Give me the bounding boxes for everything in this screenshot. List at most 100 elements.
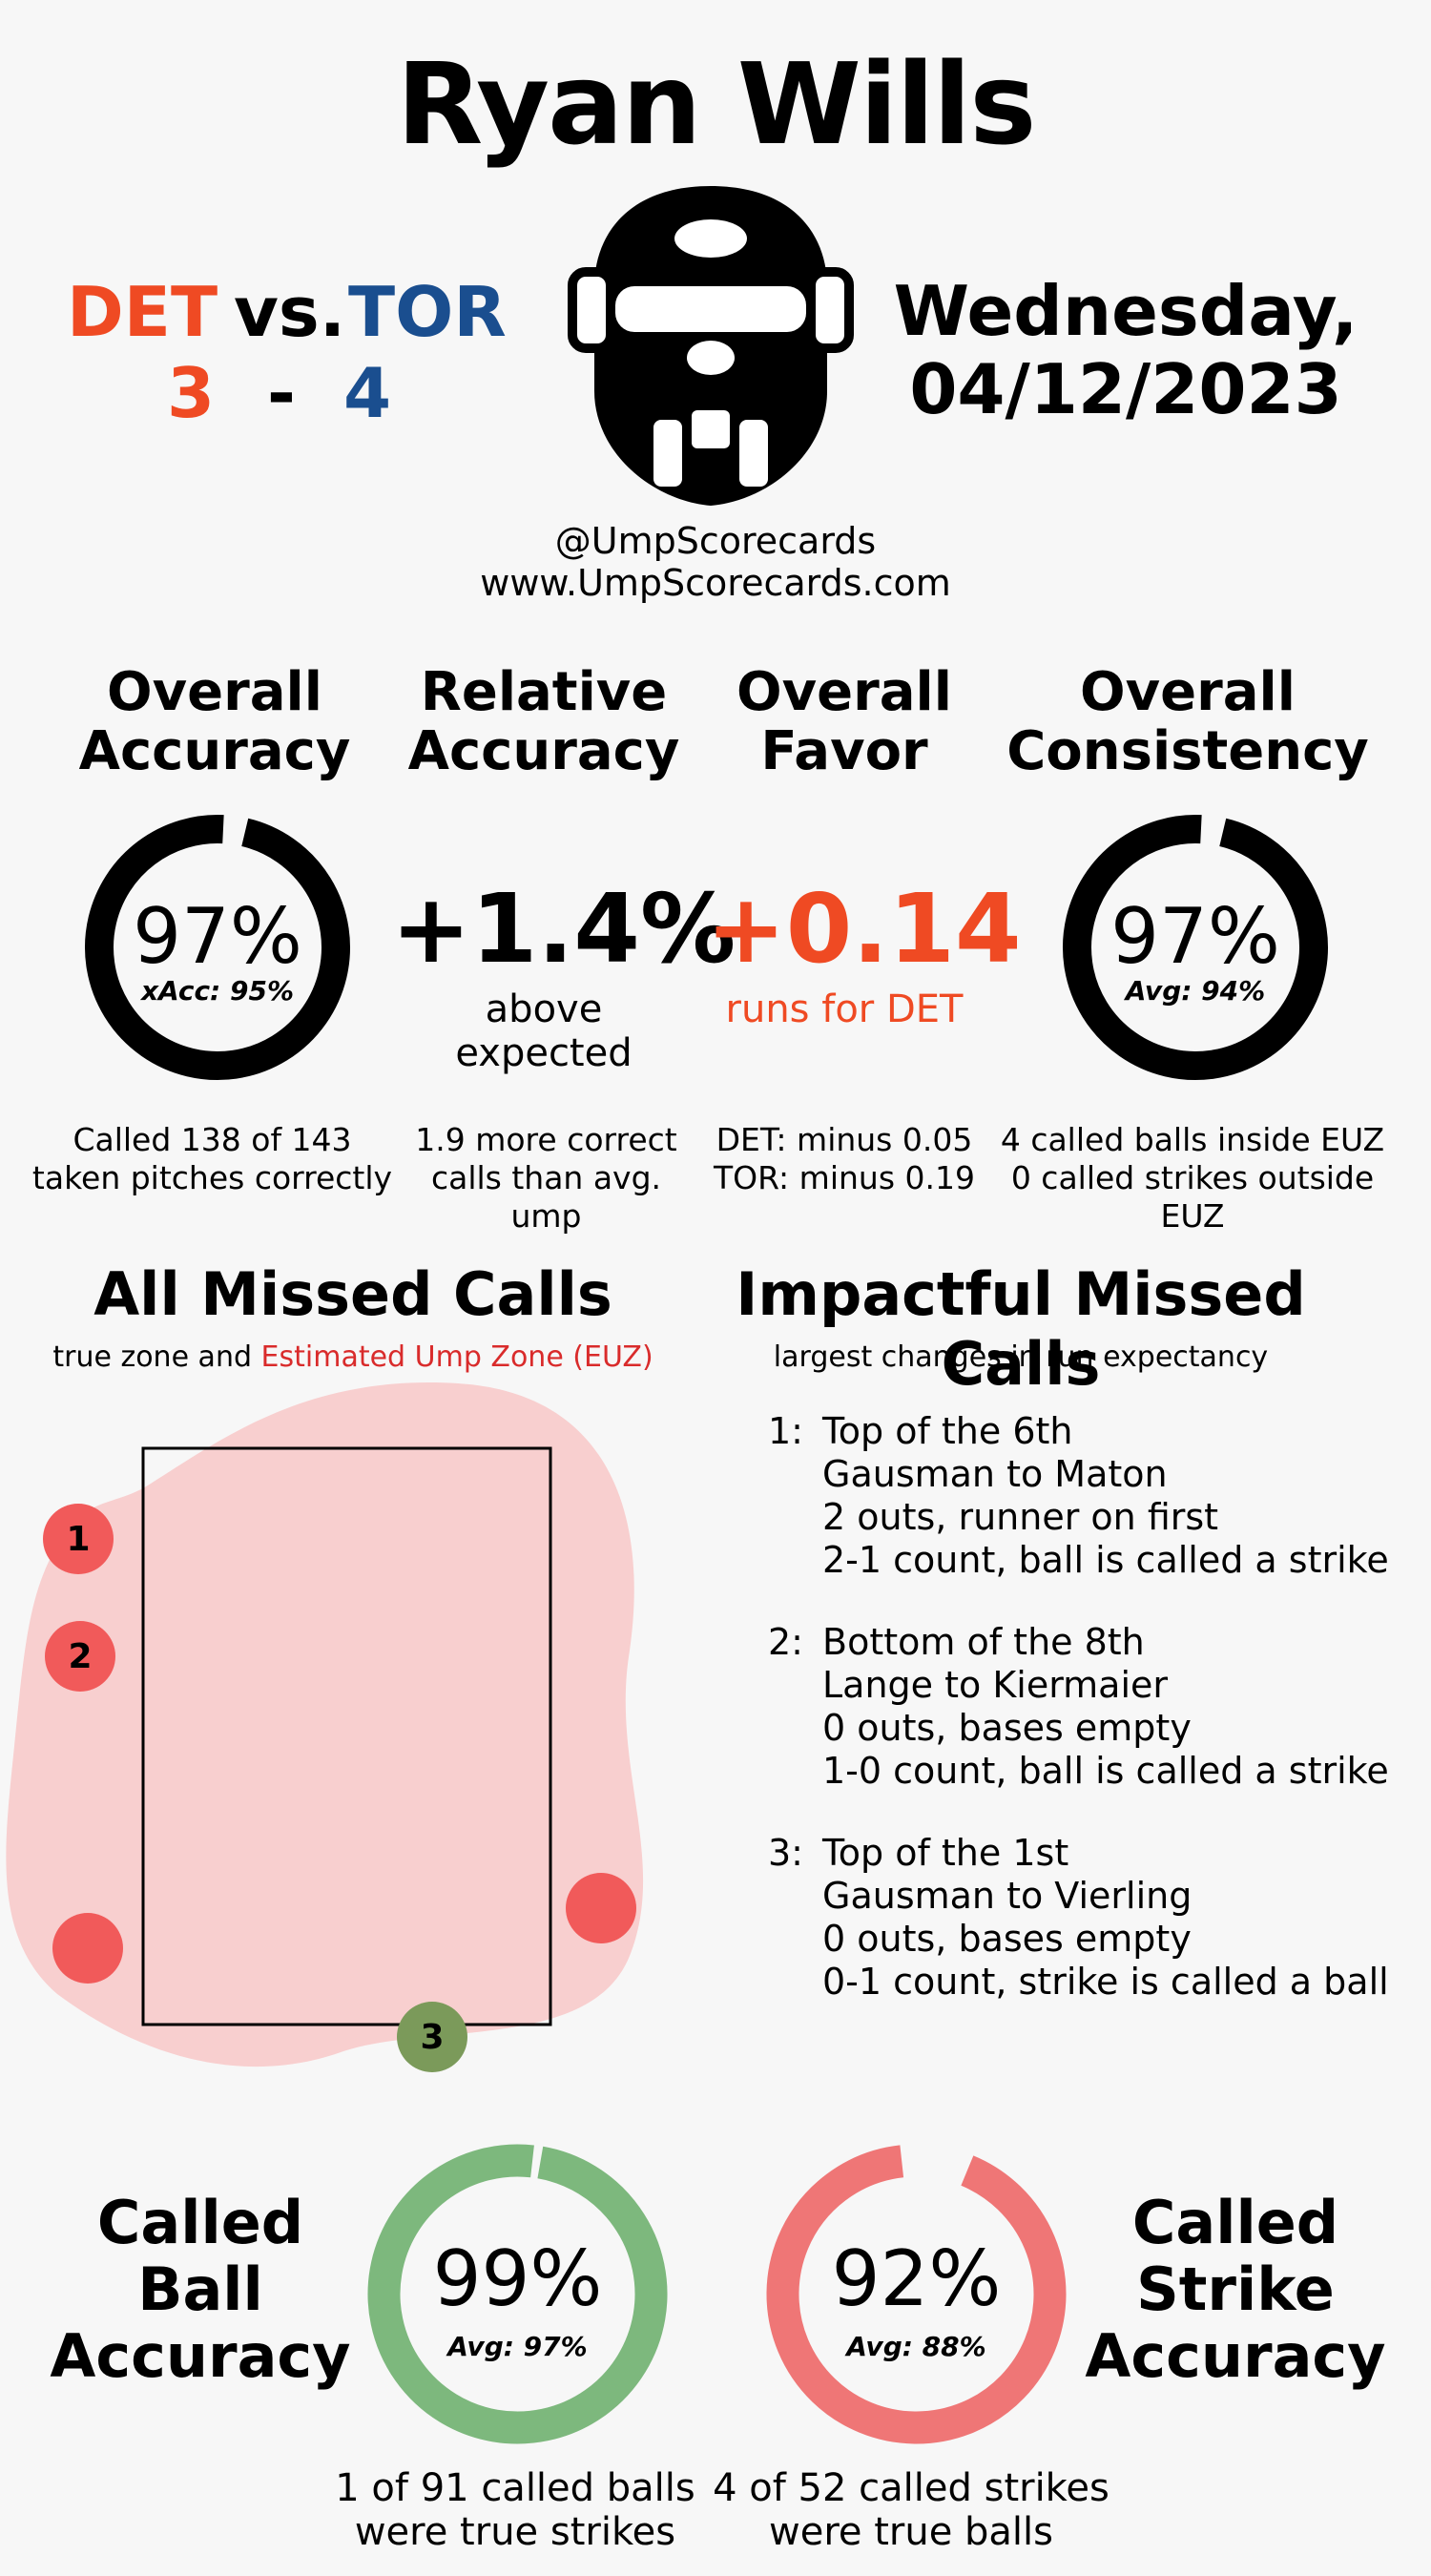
website-link[interactable]: www.UmpScorecards.com — [480, 562, 951, 604]
relative-accuracy-sub: above expected — [455, 987, 633, 1075]
overall-consistency-value: 97% — [1110, 892, 1280, 981]
call-line: Gausman to Vierling — [822, 1875, 1192, 1917]
call-details: Bottom of the 8th Lange to Kiermaier 0 o… — [822, 1621, 1389, 1793]
note-line: 4 called balls inside EUZ — [1000, 1121, 1385, 1158]
umpire-mask-icon — [568, 186, 854, 506]
title-line: Favor — [760, 720, 928, 782]
away-score: 3 — [167, 353, 216, 433]
title-line: Accuracy — [50, 2321, 351, 2391]
note-line: 4 of 52 called strikes — [713, 2466, 1110, 2510]
all-missed-calls-title: All Missed Calls — [93, 1259, 612, 1329]
overall-favor-note: DET: minus 0.05 TOR: minus 0.19 — [706, 1121, 983, 1197]
title-line: Overall — [107, 661, 322, 723]
relative-accuracy-title: Relative Accuracy — [391, 663, 696, 781]
impactful-missed-calls-title: Impactful Missed Calls — [736, 1259, 1306, 1399]
overall-consistency-avg: Avg: 94% — [1125, 975, 1266, 1007]
marker-label: 2 — [68, 1637, 92, 1676]
missed-call-marker: 3 — [397, 2002, 467, 2072]
missed-call-marker — [566, 1873, 636, 1943]
title-line: Accuracy — [1085, 2321, 1386, 2391]
call-number: 1: — [768, 1410, 803, 1452]
overall-accuracy-note: Called 138 of 143 taken pitches correctl… — [29, 1121, 396, 1197]
title-line: Relative — [420, 661, 668, 723]
call-details: Top of the 6th Gausman to Maton 2 outs, … — [822, 1410, 1389, 1582]
score: 3 - 4 — [67, 353, 506, 439]
marker-label: 1 — [66, 1520, 90, 1559]
called-ball-ring — [367, 2144, 668, 2444]
title-line: Accuracy — [407, 720, 680, 782]
twitter-handle[interactable]: @UmpScorecards — [554, 520, 877, 562]
title-line: Called — [1131, 2188, 1339, 2257]
called-strike-value: 92% — [831, 2234, 1002, 2323]
overall-consistency-donut — [1063, 815, 1328, 1080]
impactful-missed-calls-subtitle: largest changes in run expectancy — [773, 1340, 1269, 1374]
umpire-name: Ryan Wills — [396, 38, 1037, 170]
overall-consistency-note: 4 called balls inside EUZ 0 called strik… — [983, 1121, 1402, 1236]
game-date: Wednesday, 04/12/2023 — [882, 272, 1369, 428]
note-line: DET: minus 0.05 — [716, 1121, 973, 1158]
note-line: taken pitches correctly — [31, 1159, 393, 1196]
title-line: Overall — [1080, 661, 1296, 723]
missed-call-marker — [52, 1913, 123, 1984]
call-line: 0-1 count, strike is called a ball — [822, 1961, 1389, 2003]
note-line: TOR: minus 0.19 — [714, 1159, 975, 1196]
called-ball-note: 1 of 91 called balls were true strikes — [324, 2466, 706, 2554]
called-ball-value: 99% — [432, 2234, 603, 2323]
note-line: were true balls — [769, 2510, 1053, 2554]
call-line: Top of the 6th — [822, 1410, 1073, 1452]
call-number: 2: — [768, 1621, 803, 1663]
social-links: @UmpScorecards www.UmpScorecards.com — [0, 520, 1431, 604]
call-line: 0 outs, bases empty — [822, 1918, 1192, 1960]
note-line: calls than avg. ump — [430, 1159, 662, 1235]
call-details: Top of the 1st Gausman to Vierling 0 out… — [822, 1832, 1389, 2004]
note-line: Called 138 of 143 — [73, 1121, 352, 1158]
vs-label: vs. — [234, 272, 346, 352]
called-ball-avg: Avg: 97% — [447, 2331, 588, 2362]
called-ball-donut — [367, 2144, 668, 2444]
impactful-call: 2: Bottom of the 8th Lange to Kiermaier … — [768, 1621, 1398, 1793]
title-line: Overall — [736, 661, 952, 723]
call-line: 0 outs, bases empty — [822, 1707, 1192, 1749]
overall-favor-sub: runs for DET — [725, 987, 964, 1031]
subtitle-prefix: true zone and — [52, 1340, 261, 1374]
away-team: DET — [67, 272, 218, 352]
call-line: 1-0 count, ball is called a strike — [822, 1750, 1389, 1792]
title-line: Accuracy — [78, 720, 351, 782]
home-team: TOR — [348, 272, 507, 352]
title-line: Consistency — [1006, 720, 1369, 782]
call-line: 2-1 count, ball is called a strike — [822, 1539, 1389, 1581]
matchup: DET vs. TOR — [67, 272, 507, 358]
called-strike-donut — [766, 2144, 1067, 2444]
call-number: 3: — [768, 1832, 803, 1874]
overall-consistency-title: Overall Consistency — [983, 663, 1393, 781]
date-weekday: Wednesday, — [893, 271, 1358, 351]
subtitle-euz: Estimated Ump Zone (EUZ) — [260, 1340, 653, 1374]
true-strike-zone — [141, 1446, 552, 2026]
marker-label: 3 — [420, 2018, 444, 2057]
called-strike-note: 4 of 52 called strikes were true balls — [711, 2466, 1111, 2554]
overall-accuracy-title: Overall Accuracy — [38, 663, 391, 781]
score-dash: - — [267, 353, 296, 433]
date-value: 04/12/2023 — [909, 349, 1342, 429]
title-line: Called — [96, 2188, 304, 2257]
called-ball-title: Called Ball Accuracy — [38, 2190, 363, 2390]
note-line: 0 called strikes outside EUZ — [1010, 1159, 1375, 1235]
all-missed-calls-subtitle: true zone and Estimated Ump Zone (EUZ) — [29, 1340, 677, 1374]
zone-plot: 1 2 3 — [6, 1382, 644, 2072]
call-line: Lange to Kiermaier — [822, 1664, 1169, 1706]
note-line: 1 of 91 called balls — [335, 2466, 695, 2510]
note-line: 1.9 more correct — [415, 1121, 677, 1158]
missed-call-marker: 1 — [43, 1504, 114, 1574]
impactful-call: 3: Top of the 1st Gausman to Vierling 0 … — [768, 1832, 1398, 2004]
overall-accuracy-value: 97% — [133, 892, 302, 981]
call-line: Top of the 1st — [822, 1832, 1069, 1874]
called-strike-title: Called Strike Accuracy — [1073, 2190, 1398, 2390]
overall-favor-value: +0.14 — [706, 873, 1022, 985]
title-line: Strike — [1136, 2254, 1335, 2324]
title-line: Ball — [137, 2254, 263, 2324]
impactful-call: 1: Top of the 6th Gausman to Maton 2 out… — [768, 1410, 1398, 1582]
home-score: 4 — [343, 353, 392, 433]
call-line: 2 outs, runner on first — [822, 1496, 1219, 1538]
overall-accuracy-xacc: xAcc: 95% — [140, 975, 295, 1007]
call-line: Gausman to Maton — [822, 1453, 1168, 1495]
